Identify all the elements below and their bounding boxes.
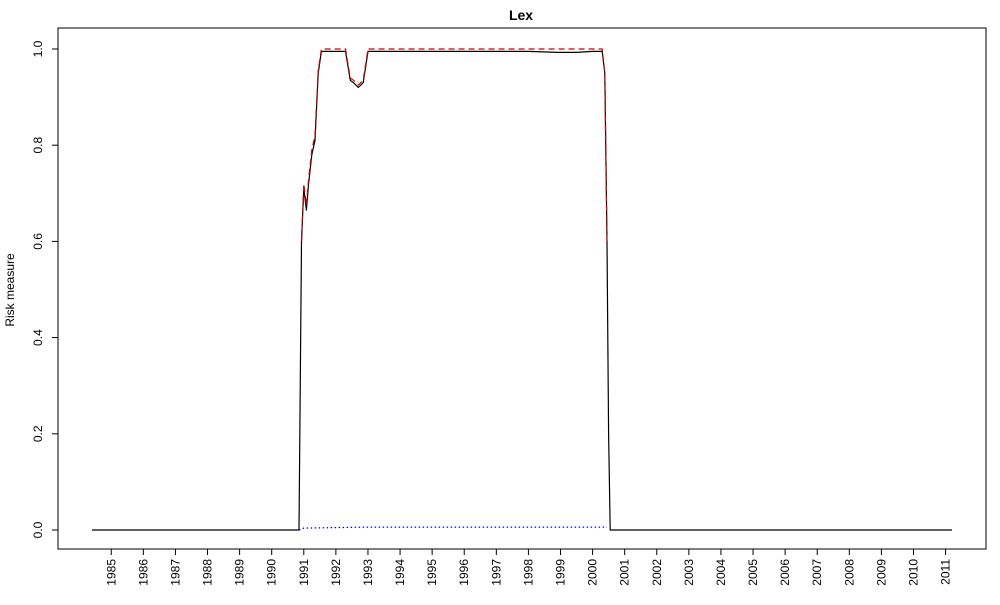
- y-axis: 0.0 0.2 0.4 0.6 0.8 1.0: [31, 40, 58, 538]
- x-tick-label: 1985: [104, 559, 118, 586]
- x-tick-label: 2008: [842, 559, 856, 586]
- x-tick-label: 2000: [586, 559, 600, 586]
- y-tick-label: 0.8: [31, 137, 45, 154]
- x-tick-label: 1998: [521, 559, 535, 586]
- x-tick-label: 1994: [393, 559, 407, 586]
- x-tick-label: 1995: [425, 559, 439, 586]
- y-tick-label: 0.4: [31, 329, 45, 346]
- x-tick-label: 2010: [906, 559, 920, 586]
- x-tick-label: 2003: [682, 559, 696, 586]
- x-tick-label: 1991: [297, 559, 311, 586]
- x-tick-label: 1988: [201, 559, 215, 586]
- x-tick-label: 2002: [650, 559, 664, 586]
- x-tick-label: 1999: [554, 559, 568, 586]
- x-tick-label: 1996: [457, 559, 471, 586]
- x-tick-label: 2005: [746, 559, 760, 586]
- y-tick-label: 0.6: [31, 233, 45, 250]
- x-tick-label: 1997: [489, 559, 503, 586]
- x-tick-label: 1987: [168, 559, 182, 586]
- y-tick-label: 0.2: [31, 425, 45, 442]
- x-tick-label: 1989: [233, 559, 247, 586]
- series-line-1: [92, 50, 952, 531]
- y-tick-label: 1.0: [31, 40, 45, 57]
- series-line-2: [300, 48, 608, 242]
- y-tick-label: 0.0: [31, 521, 45, 538]
- plot-frame: [57, 27, 987, 550]
- y-axis-label: Risk measure: [3, 253, 17, 327]
- x-axis: 1985 1986 1987 1988 1989 1990 1991 1992 1993 1994…: [104, 549, 953, 586]
- x-tick-label: 2009: [874, 559, 888, 586]
- x-tick-label: 2004: [714, 559, 728, 586]
- x-tick-label: 1990: [265, 559, 279, 586]
- x-tick-label: 2007: [810, 559, 824, 586]
- series-group: [92, 48, 952, 531]
- x-tick-label: 2001: [618, 559, 632, 586]
- chart-title: Lex: [509, 7, 533, 23]
- series-line-3: [298, 526, 607, 531]
- x-tick-label: 1986: [136, 559, 150, 586]
- x-tick-label: 2006: [778, 559, 792, 586]
- x-tick-label: 2011: [939, 559, 953, 585]
- x-tick-label: 1993: [361, 559, 375, 586]
- x-tick-label: 1992: [329, 559, 343, 586]
